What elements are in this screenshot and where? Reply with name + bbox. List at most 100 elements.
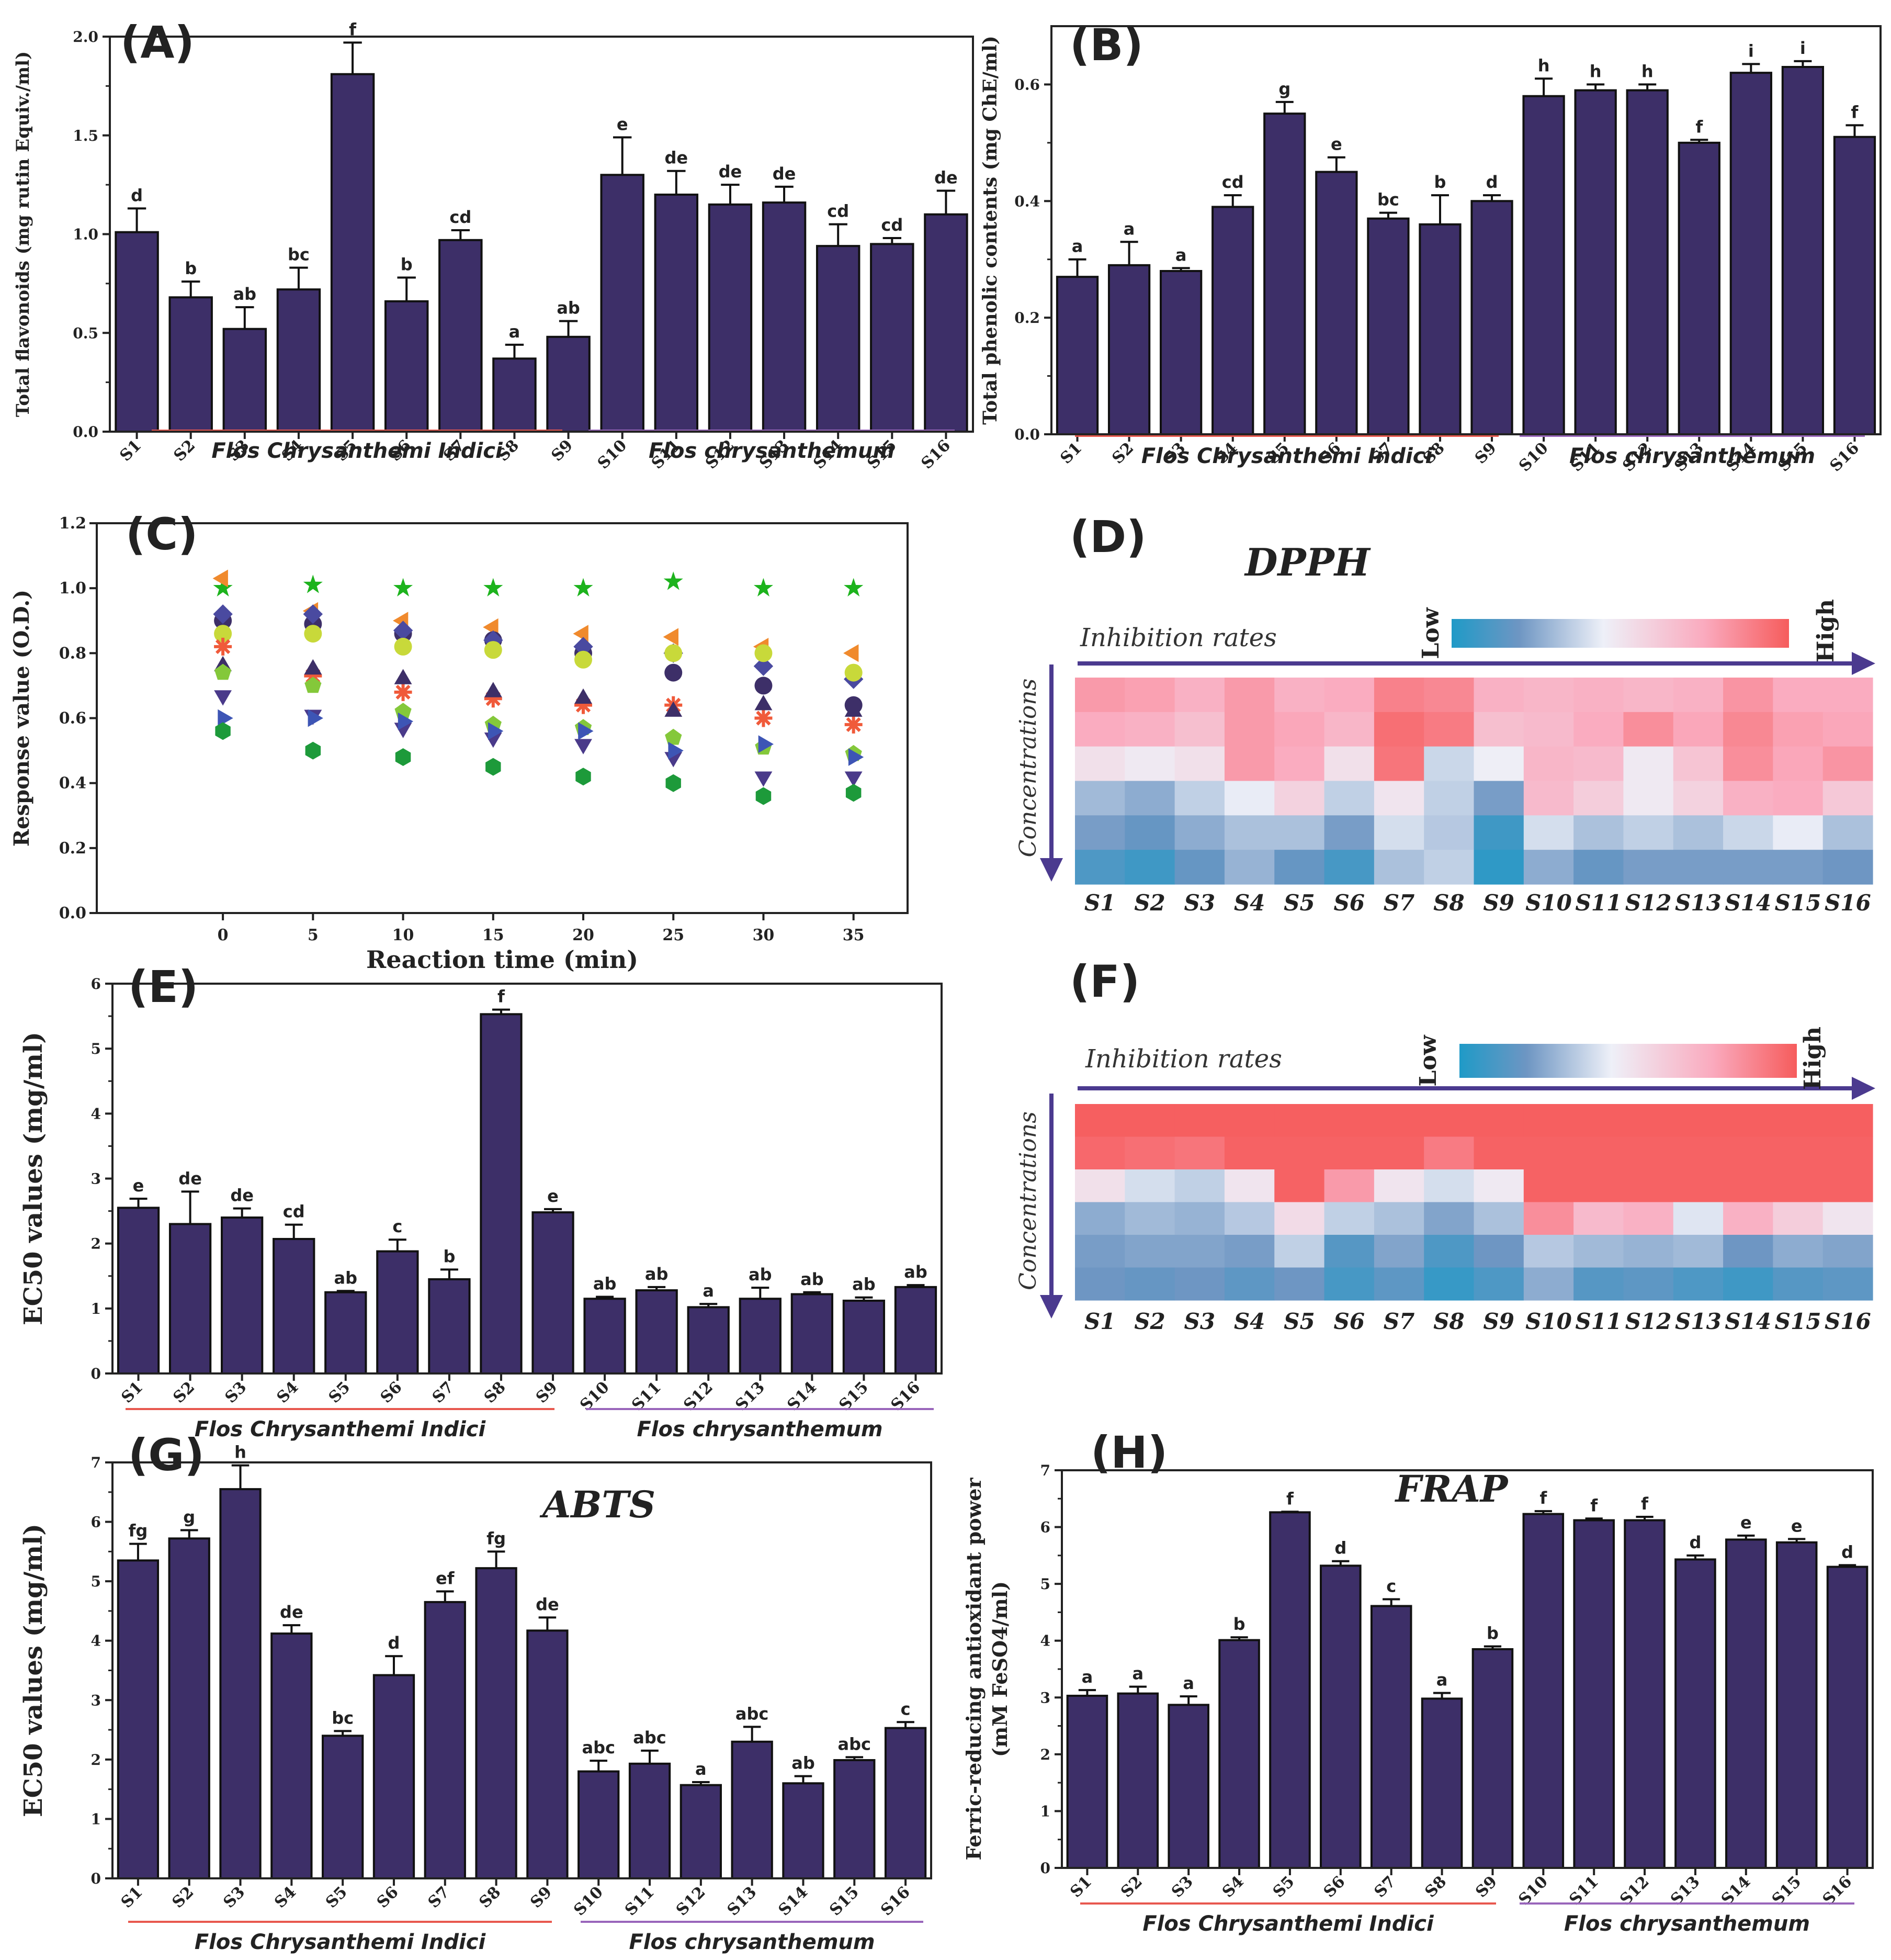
marker-asterisk [395, 684, 411, 700]
x-tick-label: S3 [221, 1378, 250, 1407]
bar-s16 [924, 213, 968, 433]
heatmap-cell [1523, 850, 1574, 885]
heatmap-cell [1075, 850, 1125, 885]
significance-label: c [901, 1699, 911, 1719]
x-tick-label: S9 [527, 1883, 556, 1912]
bar-s16 [884, 1727, 927, 1880]
x-tick-label: S8 [475, 1883, 504, 1912]
heatmap-cell [1773, 1235, 1824, 1268]
significance-label: ab [904, 1262, 927, 1282]
marker-triangle-right [488, 722, 504, 740]
heatmap-cell [1822, 1169, 1873, 1203]
heatmap-cell [1773, 1104, 1824, 1137]
significance-label: e [547, 1186, 559, 1206]
x-tick-label: S2 [1117, 1873, 1146, 1901]
x-tick-label: S8 [481, 1378, 509, 1407]
bar-s14 [1725, 1538, 1767, 1869]
group-label: Flos Chrysanthemi Indici [211, 439, 503, 463]
bar-s1 [117, 1207, 160, 1375]
bar-s11 [635, 1289, 678, 1375]
heatmap-cell [1174, 746, 1225, 782]
y-tick-label: 5 [91, 1573, 101, 1590]
significance-label: a [1082, 1667, 1093, 1687]
group-label: Flos Chrysanthemi Indici [1141, 444, 1433, 468]
significance-label: f [1695, 117, 1703, 137]
heatmap-cell [1573, 1235, 1624, 1268]
x-tick-label: S16 [918, 436, 954, 473]
marker-pentagon [665, 728, 682, 745]
heatmap-cell [1125, 712, 1175, 747]
bar-s5 [1269, 1511, 1311, 1869]
x-tick-label: S2 [171, 436, 199, 465]
heatmap-cell [1274, 781, 1325, 816]
x-tick-label: S9 [533, 1378, 561, 1407]
heatmap-cell [1075, 678, 1125, 713]
column-label: S3 [1184, 1309, 1216, 1334]
significance-label: de [719, 162, 742, 182]
marker-triangle-down [214, 690, 232, 706]
bar-s5 [330, 73, 375, 433]
heatmap-cell [1424, 850, 1475, 885]
marker-circle [664, 663, 683, 682]
heatmap-cell [1723, 1136, 1773, 1170]
bar-s5 [1263, 112, 1306, 435]
heatmap-cell [1224, 1169, 1275, 1203]
heatmap-cell [1623, 1202, 1674, 1235]
heatmap-cell [1324, 781, 1375, 816]
y-axis-label: Total flavonoids (mg rutin Equiv./ml) [13, 51, 33, 417]
heatmap-cell [1075, 712, 1125, 747]
heatmap-cell [1773, 712, 1824, 747]
heatmap-cell [1324, 1104, 1375, 1137]
heatmap-cell [1125, 1202, 1175, 1235]
heatmap-cell [1374, 746, 1424, 782]
significance-label: b [185, 258, 197, 278]
significance-label: ab [791, 1753, 815, 1773]
heatmap-cell [1723, 1267, 1773, 1301]
column-label: S13 [1675, 890, 1722, 916]
significance-label: a [1124, 219, 1135, 239]
heatmap-cell [1424, 1202, 1475, 1235]
x-tick-label: S4 [274, 1378, 302, 1407]
bar-s15 [870, 243, 914, 433]
heatmap-cell [1573, 781, 1624, 816]
column-label: S12 [1625, 890, 1672, 916]
heatmap-cell [1673, 1235, 1724, 1268]
x-tick-label: S7 [1371, 1873, 1400, 1901]
bar-s11 [1573, 1519, 1615, 1869]
heatmap-cell [1424, 815, 1475, 850]
significance-label: c [392, 1216, 402, 1236]
marker-star [753, 578, 773, 596]
heatmap-cell [1324, 712, 1375, 747]
panel-e-axes-box [111, 983, 943, 1375]
column-label: S15 [1775, 1309, 1821, 1334]
heatmap-cell [1075, 1235, 1125, 1268]
x-tick-label: S8 [1421, 1873, 1450, 1901]
heatmap-cell [1822, 815, 1873, 850]
y-tick-label: 6 [1040, 1519, 1050, 1536]
bar-s6 [1320, 1564, 1362, 1869]
heatmap-cell [1523, 815, 1574, 850]
heatmap-cell [1474, 1136, 1524, 1170]
marker-circle [754, 677, 773, 695]
heatmap-cell [1573, 746, 1624, 782]
heatmap-cell [1822, 1202, 1873, 1235]
heatmap-cell [1773, 1169, 1824, 1203]
bar-s10 [1522, 1513, 1565, 1869]
panel-e: eS1deS2deS3cdS4abS5cS6bS7fS8eS9abS10abS1… [19, 961, 937, 1441]
heatmap-cell [1822, 1235, 1873, 1268]
bar-s12 [680, 1784, 722, 1880]
panel-label: (F) [1070, 956, 1140, 1007]
column-label: S3 [1184, 890, 1216, 916]
y-tick-label: 0.5 [73, 324, 98, 342]
significance-label: de [178, 1168, 202, 1188]
bar-s11 [654, 194, 699, 433]
x-tick-label: 30 [753, 926, 775, 944]
bar-s1 [1056, 276, 1099, 436]
column-label: S9 [1483, 1309, 1514, 1334]
marker-star [483, 578, 503, 596]
arrow-head-icon [1040, 858, 1063, 882]
high-label: High [1799, 1027, 1826, 1090]
marker-hexagon [845, 784, 862, 802]
significance-label: g [1278, 79, 1290, 99]
bar-s10 [1522, 95, 1565, 435]
